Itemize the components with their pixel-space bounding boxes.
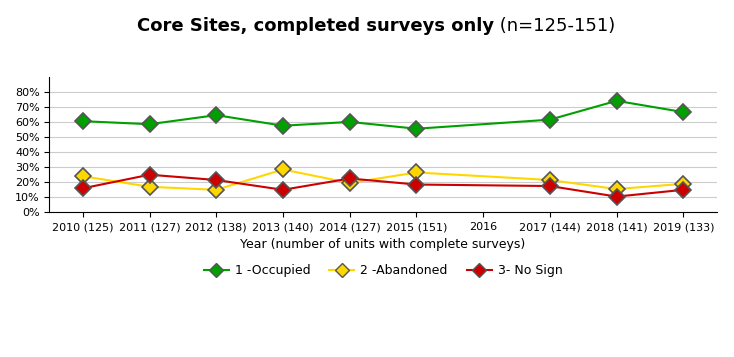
Legend: 1 -Occupied, 2 -Abandoned, 3- No Sign: 1 -Occupied, 2 -Abandoned, 3- No Sign	[199, 260, 567, 282]
Text: Core Sites, completed surveys only (n=125-151): Core Sites, completed surveys only (n=12…	[164, 51, 603, 69]
Text: Core Sites, completed surveys only: Core Sites, completed surveys only	[137, 17, 494, 35]
Text: (n=125-151): (n=125-151)	[494, 17, 615, 35]
X-axis label: Year (number of units with complete surveys): Year (number of units with complete surv…	[241, 238, 526, 251]
